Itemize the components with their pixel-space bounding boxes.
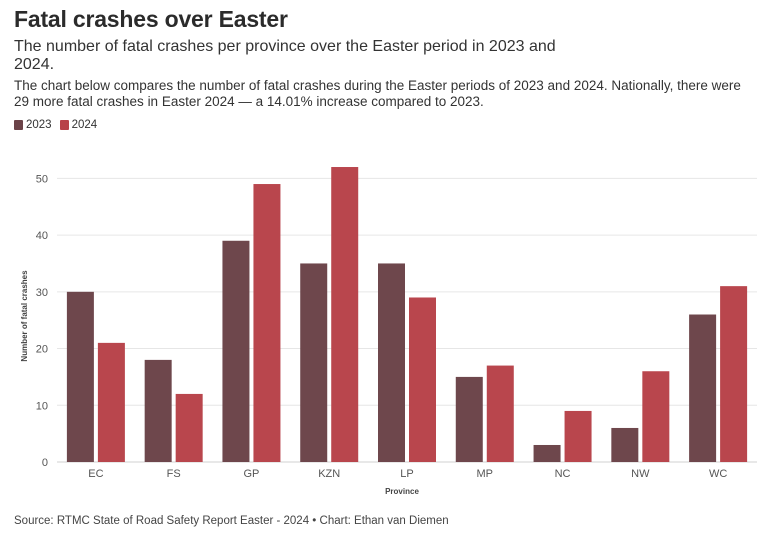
x-tick-label: MP (477, 468, 494, 480)
bar-2023-kzn (300, 263, 328, 462)
legend-label-2024: 2024 (71, 119, 98, 131)
bar-2024-mp (486, 365, 514, 462)
bar-2023-fs (144, 359, 172, 462)
x-tick-label: EC (88, 468, 103, 480)
legend-swatch-2023 (14, 120, 23, 130)
bar-2024-ec (97, 342, 125, 462)
y-tick-label: 30 (36, 287, 48, 299)
bar-2023-nw (611, 427, 639, 462)
bar-2023-mp (455, 376, 483, 462)
bar-chart: 0 10 20 30 40 50 EC FS GP KZN LP MP NC NW WC Province Nu… (20, 167, 757, 496)
bar-2023-wc (689, 314, 717, 462)
chart-title: Fatal crashes over Easter (14, 6, 288, 32)
x-tick-label: FS (167, 468, 181, 480)
chart-description: The chart below compares the number of f… (14, 78, 741, 109)
x-axis-title: Province (385, 487, 419, 496)
legend-label-2023: 2023 (26, 119, 52, 131)
bar-2023-gp (222, 240, 250, 462)
x-tick-label: NC (555, 468, 571, 480)
y-tick-label: 40 (36, 230, 48, 242)
bar-2024-gp (253, 184, 281, 462)
bar-2024-nc (564, 410, 592, 462)
y-tick-label: 0 (42, 457, 48, 469)
source-note: Source: RTMC State of Road Safety Report… (14, 515, 449, 527)
x-tick-label: NW (631, 468, 650, 480)
y-axis-title: Number of fatal crashes (20, 270, 29, 362)
bar-2023-nc (533, 444, 561, 462)
bar-2024-fs (175, 393, 203, 462)
bar-2023-ec (66, 291, 94, 462)
y-tick-label: 50 (36, 173, 48, 185)
x-tick-label: LP (400, 468, 413, 480)
x-tick-label: GP (243, 468, 259, 480)
legend-swatch-2024 (59, 120, 69, 130)
x-tick-label: KZN (318, 468, 340, 480)
bar-2024-nw (642, 371, 670, 462)
legend: 2023 2024 (14, 119, 97, 131)
bar-2024-kzn (331, 167, 359, 462)
y-tick-label: 20 (36, 344, 48, 356)
bar-2024-lp (409, 297, 436, 462)
x-tick-label: WC (709, 468, 727, 480)
legend-item-2023: 2023 (14, 119, 52, 131)
legend-item-2024: 2024 (59, 119, 98, 131)
bar-2023-lp (378, 263, 405, 462)
chart-subtitle: The number of fatal crashes per province… (14, 38, 556, 73)
y-tick-label: 10 (36, 400, 48, 412)
bar-2024-wc (720, 286, 748, 462)
